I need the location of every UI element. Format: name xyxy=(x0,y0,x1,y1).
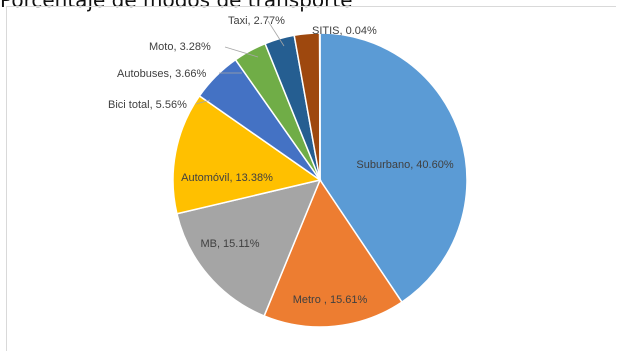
data-label: Bici total, 5.56% xyxy=(108,99,187,111)
pie-slice-automóvil xyxy=(172,94,322,215)
data-label: MB, 15.11% xyxy=(200,238,259,250)
data-label: Metro , 15.61% xyxy=(293,294,368,306)
leader-line xyxy=(195,99,211,105)
pie-slice-suburbano xyxy=(319,32,468,304)
data-label: Suburbano, 40.60% xyxy=(356,159,453,171)
data-label: Taxi, 2.77% xyxy=(228,15,285,27)
data-label: Automóvil, 13.38% xyxy=(181,172,273,184)
data-label: Moto, 3.28% xyxy=(149,41,211,53)
chart-frame xyxy=(6,6,616,351)
leader-line xyxy=(267,20,285,47)
pie-slice-metro xyxy=(263,178,403,328)
data-label: Autobuses, 3.66% xyxy=(117,68,207,80)
pie-slice-mb xyxy=(176,178,322,317)
data-label: SITIS, 0.04% xyxy=(312,25,377,37)
leader-line xyxy=(224,46,259,58)
